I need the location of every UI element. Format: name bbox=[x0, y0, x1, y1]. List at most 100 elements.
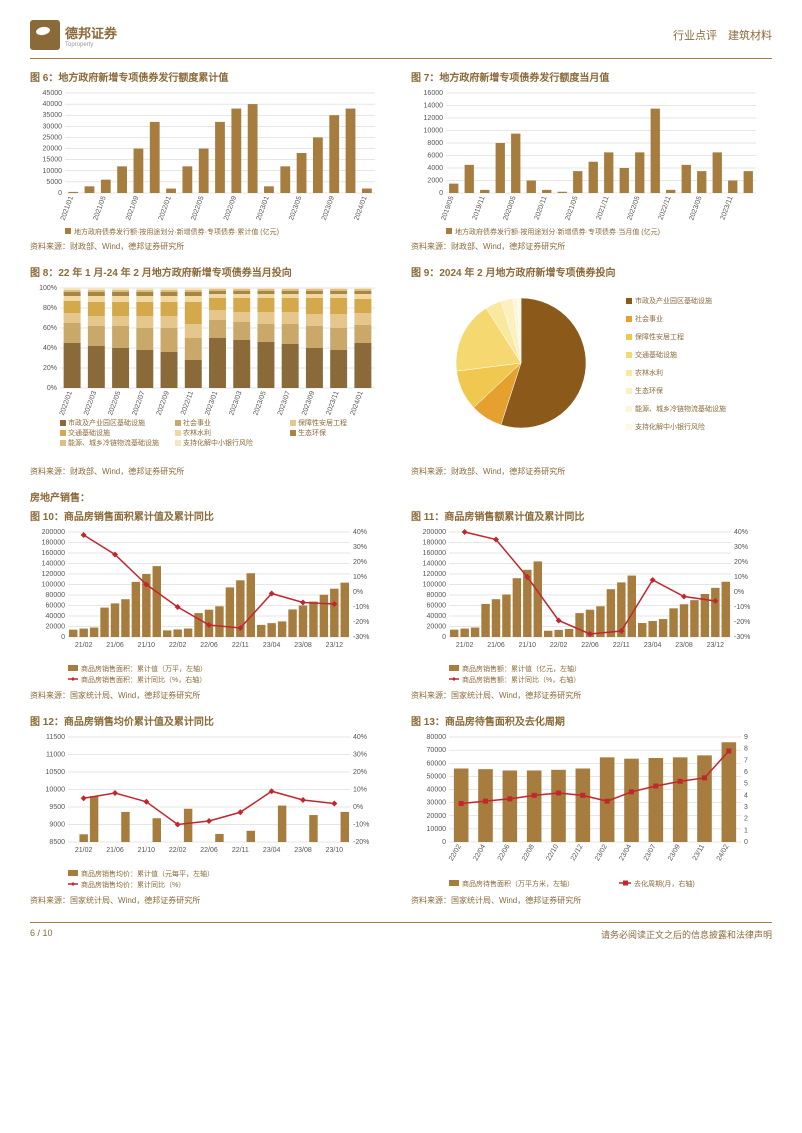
svg-text:10000: 10000 bbox=[424, 128, 444, 135]
fig10-title: 图 10：商品房销售面积累计值及累计同比 bbox=[30, 508, 391, 523]
svg-text:140000: 140000 bbox=[423, 561, 446, 568]
svg-text:11000: 11000 bbox=[46, 752, 65, 759]
svg-text:12000: 12000 bbox=[424, 115, 444, 122]
svg-text:2022/05: 2022/05 bbox=[190, 195, 205, 221]
svg-text:1: 1 bbox=[744, 827, 748, 834]
svg-text:交通基础设施: 交通基础设施 bbox=[635, 350, 677, 359]
svg-text:能源、城乡冷链物流基础设施: 能源、城乡冷链物流基础设施 bbox=[68, 438, 159, 447]
svg-text:10000: 10000 bbox=[43, 168, 63, 175]
fig7-chart: 0200040006000800010000120001400016000201… bbox=[411, 88, 772, 238]
svg-text:11500: 11500 bbox=[46, 734, 65, 741]
page-footer: 6 / 10 请务必阅读正文之后的信息披露和法律声明 bbox=[30, 922, 772, 941]
svg-text:10000: 10000 bbox=[46, 787, 66, 794]
fig9-title: 图 9：2024 年 2 月地方政府新增专项债券投向 bbox=[411, 264, 772, 279]
fig8-source: 资料来源：财政部、Wind，德邦证券研究所 bbox=[30, 466, 391, 477]
svg-text:2023/09: 2023/09 bbox=[321, 195, 336, 221]
svg-text:20000: 20000 bbox=[43, 146, 63, 153]
svg-text:30000: 30000 bbox=[427, 800, 447, 807]
fig13-chart: 0100002000030000400005000060000700008000… bbox=[411, 732, 772, 892]
fig7-source: 资料来源：财政部、Wind，德邦证券研究所 bbox=[411, 241, 772, 252]
svg-text:-30%: -30% bbox=[734, 634, 750, 641]
svg-text:23/07: 23/07 bbox=[643, 843, 658, 862]
svg-text:2021/05: 2021/05 bbox=[92, 195, 107, 221]
svg-text:23/04: 23/04 bbox=[618, 843, 633, 862]
svg-text:180000: 180000 bbox=[423, 540, 446, 547]
logo: 德邦证券 Toproperty bbox=[30, 20, 117, 50]
svg-text:保障性安居工程: 保障性安居工程 bbox=[635, 332, 684, 341]
logo-icon bbox=[30, 20, 60, 50]
svg-text:商品房销售额：累计同比（%，右轴）: 商品房销售额：累计同比（%，右轴） bbox=[462, 675, 580, 684]
svg-text:30000: 30000 bbox=[43, 123, 63, 130]
svg-text:-10%: -10% bbox=[353, 604, 369, 611]
svg-text:3: 3 bbox=[744, 804, 748, 811]
svg-text:交通基础设施: 交通基础设施 bbox=[68, 428, 110, 437]
fig10-source: 资料来源：国家统计局、Wind，德邦证券研究所 bbox=[30, 690, 391, 701]
page-number: 6 / 10 bbox=[30, 928, 53, 941]
svg-text:-20%: -20% bbox=[353, 619, 369, 626]
svg-text:70000: 70000 bbox=[427, 747, 447, 754]
svg-text:35000: 35000 bbox=[43, 112, 63, 119]
svg-text:23/09: 23/09 bbox=[667, 843, 682, 862]
svg-text:2022/09: 2022/09 bbox=[156, 390, 171, 416]
svg-text:商品房销售额：累计值（亿元，左轴）: 商品房销售额：累计值（亿元，左轴） bbox=[462, 664, 581, 673]
svg-text:22/11: 22/11 bbox=[232, 642, 249, 649]
svg-text:140000: 140000 bbox=[42, 561, 65, 568]
svg-text:22/06: 22/06 bbox=[200, 642, 218, 649]
svg-text:60000: 60000 bbox=[46, 603, 66, 610]
svg-text:生态环保: 生态环保 bbox=[298, 428, 326, 437]
svg-text:10500: 10500 bbox=[46, 769, 66, 776]
fig9-source: 资料来源：财政部、Wind，德邦证券研究所 bbox=[411, 466, 772, 477]
fig7-title: 图 7：地方政府新增专项债券发行额度当月值 bbox=[411, 69, 772, 84]
fig8-chart: 0%20%40%60%80%100%2022/012022/032022/052… bbox=[30, 283, 391, 463]
svg-text:2021/01: 2021/01 bbox=[60, 195, 75, 221]
svg-text:50000: 50000 bbox=[427, 773, 447, 780]
svg-text:22/10: 22/10 bbox=[545, 843, 560, 862]
svg-text:2023/05: 2023/05 bbox=[253, 390, 268, 416]
fig6-title: 图 6：地方政府新增专项债券发行额度累计值 bbox=[30, 69, 391, 84]
svg-text:22/08: 22/08 bbox=[521, 843, 536, 862]
svg-text:22/04: 22/04 bbox=[472, 843, 487, 862]
svg-text:14000: 14000 bbox=[424, 103, 444, 110]
svg-text:2023/09: 2023/09 bbox=[301, 390, 316, 416]
svg-text:支持化解中小银行风险: 支持化解中小银行风险 bbox=[183, 438, 253, 447]
page-header: 德邦证券 Toproperty 行业点评 建筑材料 bbox=[30, 20, 772, 59]
fig10-chart: 0200004000060000800001000001200001400001… bbox=[30, 527, 391, 687]
svg-text:保障性安居工程: 保障性安居工程 bbox=[298, 418, 347, 427]
svg-text:200000: 200000 bbox=[42, 529, 65, 536]
svg-text:120000: 120000 bbox=[423, 571, 446, 578]
svg-text:180000: 180000 bbox=[42, 540, 65, 547]
svg-text:200000: 200000 bbox=[423, 529, 446, 536]
svg-text:0: 0 bbox=[442, 839, 446, 846]
svg-text:30%: 30% bbox=[353, 752, 367, 759]
svg-text:生态环保: 生态环保 bbox=[635, 386, 663, 395]
svg-text:2021/05: 2021/05 bbox=[564, 195, 579, 221]
svg-text:-20%: -20% bbox=[353, 839, 369, 846]
svg-text:0%: 0% bbox=[353, 589, 363, 596]
svg-text:60000: 60000 bbox=[427, 760, 447, 767]
svg-text:支持化解中小银行风险: 支持化解中小银行风险 bbox=[635, 422, 705, 431]
svg-text:商品房待售面积（万平方米，左轴）: 商品房待售面积（万平方米，左轴） bbox=[462, 879, 574, 888]
svg-text:2020/11: 2020/11 bbox=[534, 195, 549, 221]
svg-text:40%: 40% bbox=[734, 529, 748, 536]
svg-text:160000: 160000 bbox=[42, 550, 65, 557]
svg-text:80000: 80000 bbox=[427, 734, 447, 741]
svg-text:80%: 80% bbox=[43, 305, 57, 312]
svg-text:40%: 40% bbox=[353, 529, 367, 536]
svg-text:20000: 20000 bbox=[427, 813, 447, 820]
svg-text:0: 0 bbox=[744, 839, 748, 846]
svg-text:160000: 160000 bbox=[423, 550, 446, 557]
fig12-source: 资料来源：国家统计局、Wind，德邦证券研究所 bbox=[30, 895, 391, 906]
svg-text:去化周期(月，右轴): 去化周期(月，右轴) bbox=[634, 879, 695, 888]
svg-text:2023/01: 2023/01 bbox=[204, 390, 219, 416]
svg-text:商品房销售面积：累计同比（%，右轴）: 商品房销售面积：累计同比（%，右轴） bbox=[81, 675, 206, 684]
svg-text:市政及产业园区基础设施: 市政及产业园区基础设施 bbox=[635, 296, 712, 305]
svg-text:9: 9 bbox=[744, 734, 748, 741]
fig12-chart: 85009000950010000105001100011500-20%-10%… bbox=[30, 732, 391, 892]
svg-text:5: 5 bbox=[744, 781, 748, 788]
svg-text:21/02: 21/02 bbox=[456, 642, 474, 649]
svg-text:23/04: 23/04 bbox=[644, 642, 662, 649]
svg-text:20000: 20000 bbox=[427, 624, 447, 631]
svg-text:23/08: 23/08 bbox=[294, 642, 312, 649]
svg-text:0: 0 bbox=[439, 190, 443, 197]
svg-text:2023/11: 2023/11 bbox=[325, 390, 340, 416]
